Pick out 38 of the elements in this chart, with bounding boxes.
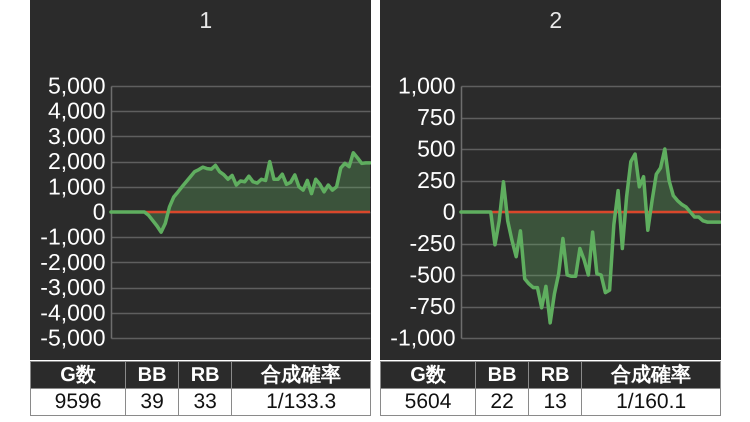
y-tick-label: 1,000	[48, 173, 106, 200]
text: 13	[528, 388, 582, 416]
y-tick-label: -1,000	[390, 324, 456, 350]
text: 9596	[30, 388, 126, 416]
chart-title: 2	[549, 7, 562, 33]
y-tick-label: 250	[417, 167, 456, 193]
text: 22	[476, 388, 529, 416]
y-tick-label: -3,000	[40, 274, 106, 300]
y-tick-label: 4,000	[48, 98, 106, 124]
text: RB	[178, 362, 232, 388]
y-tick-label: 3,000	[48, 122, 106, 149]
text: 5604	[380, 388, 476, 416]
text: 1/133.3	[232, 388, 370, 416]
y-tick-label: 0	[92, 198, 106, 224]
y-tick-label: -2,000	[40, 248, 106, 275]
y-tick-label: -250	[409, 230, 456, 256]
text: 33	[178, 388, 232, 416]
y-tick-label: -4,000	[40, 299, 106, 326]
text: 合成確率	[582, 362, 720, 388]
y-tick-label: 2,000	[48, 148, 106, 174]
text: G数	[380, 362, 476, 388]
text: RB	[528, 362, 582, 388]
text: BB	[476, 362, 529, 388]
chart-title: 1	[199, 7, 212, 33]
text: G数	[30, 362, 126, 388]
text: 合成確率	[232, 362, 370, 388]
y-tick-label: 500	[417, 136, 456, 162]
text: 1/160.1	[582, 388, 720, 416]
y-tick-label: -1,000	[40, 224, 106, 250]
y-tick-label: 0	[442, 198, 456, 224]
y-tick-label: -5,000	[40, 324, 106, 350]
y-tick-label: 1,000	[398, 72, 456, 98]
text: 39	[126, 388, 179, 416]
y-tick-label: -750	[409, 293, 456, 319]
y-tick-label: 5,000	[48, 72, 106, 98]
y-tick-label: -500	[409, 262, 456, 288]
text: BB	[126, 362, 179, 388]
y-tick-label: 750	[417, 104, 456, 130]
